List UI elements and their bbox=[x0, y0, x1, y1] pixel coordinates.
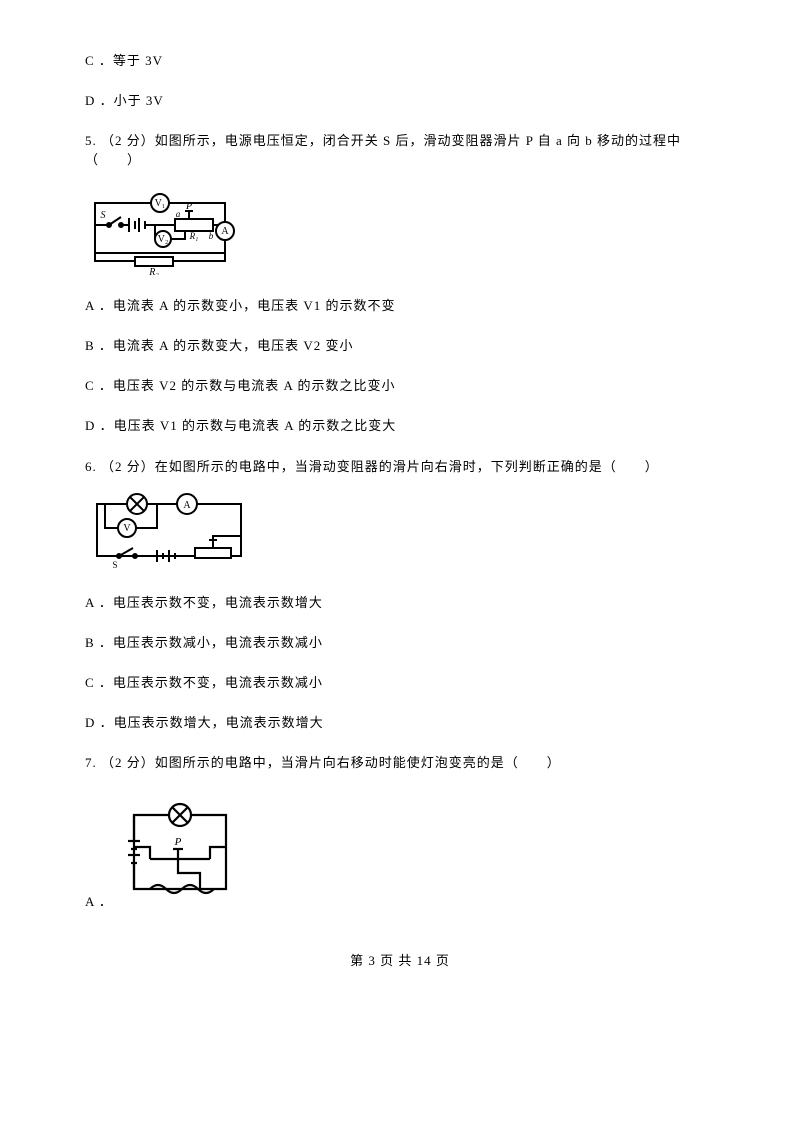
label-a: A bbox=[221, 226, 229, 237]
q5-option-d: D ．电压表 V1 的示数与电流表 A 的示数之比变大 bbox=[85, 417, 715, 435]
q5-option-b: B ．电流表 A 的示数变大，电压表 V2 变小 bbox=[85, 337, 715, 355]
q7-figure-a: P bbox=[120, 797, 240, 902]
q6-option-d: D ．电压表示数增大，电流表示数增大 bbox=[85, 714, 715, 732]
label-a: A bbox=[183, 500, 191, 511]
label-p: P bbox=[174, 836, 182, 848]
label-s: S bbox=[112, 560, 117, 570]
q6-figure: A V S bbox=[85, 490, 715, 572]
q5-stem: 5. （2 分）如图所示，电源电压恒定，闭合开关 S 后，滑动变阻器滑片 P 自… bbox=[85, 132, 715, 168]
label-v: V bbox=[123, 523, 131, 534]
label-r1: R₁ bbox=[189, 231, 199, 241]
q5-option-a: A ．电流表 A 的示数变小，电压表 V1 的示数不变 bbox=[85, 297, 715, 315]
q5-figure: V₁ V₂ A S P a b R₁ R₂ bbox=[85, 183, 715, 275]
q6-option-b: B ．电压表示数减小，电流表示数减小 bbox=[85, 634, 715, 652]
q7-option-a-prefix: A ． bbox=[85, 893, 113, 911]
label-b-end: b bbox=[209, 231, 214, 241]
label-r2: R₂ bbox=[148, 267, 159, 275]
label-p: P bbox=[185, 201, 192, 212]
q6-option-a: A ．电压表示数不变，电流表示数增大 bbox=[85, 594, 715, 612]
page-footer: 第 3 页 共 14 页 bbox=[85, 952, 715, 970]
label-v1: V₁ bbox=[155, 198, 166, 209]
q6-option-c: C ．电压表示数不变，电流表示数减小 bbox=[85, 674, 715, 692]
q6-stem: 6. （2 分）在如图所示的电路中，当滑动变阻器的滑片向右滑时，下列判断正确的是… bbox=[85, 458, 715, 476]
label-v2: V₂ bbox=[158, 234, 169, 245]
label-s: S bbox=[101, 210, 106, 221]
q5-option-c: C ．电压表 V2 的示数与电流表 A 的示数之比变小 bbox=[85, 377, 715, 395]
prev-option-c: C ．等于 3V bbox=[85, 52, 715, 70]
prev-option-d: D ．小于 3V bbox=[85, 92, 715, 110]
q7-stem: 7. （2 分）如图所示的电路中，当滑片向右移动时能使灯泡变亮的是（ ） bbox=[85, 754, 715, 772]
label-a-end: a bbox=[176, 209, 181, 219]
